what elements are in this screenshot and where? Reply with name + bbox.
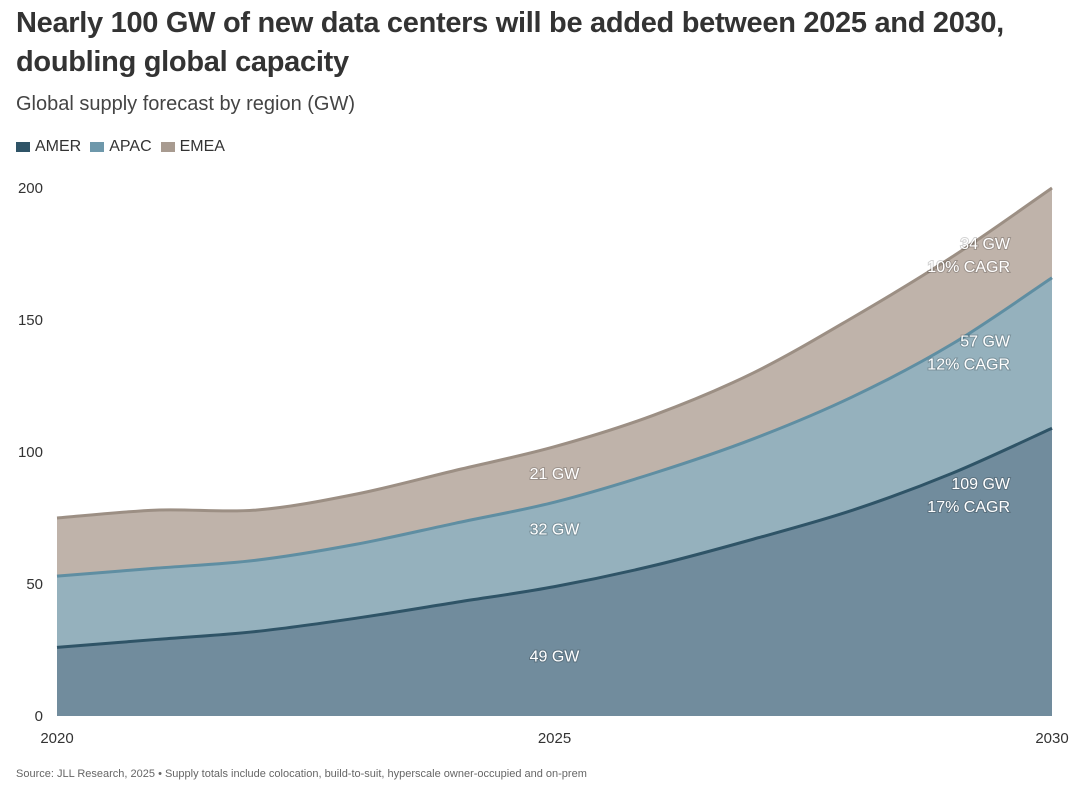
y-tick-label: 50 (26, 576, 43, 593)
legend-item-emea: EMEA (160, 138, 225, 156)
data-label: 34 GW (960, 236, 1011, 253)
line-emea (56, 186, 1053, 520)
line-amer (56, 426, 1053, 649)
x-tick-label: 2020 (40, 730, 73, 747)
legend-item-amer: AMER (16, 138, 81, 156)
chart-subtitle: Global supply forecast by region (GW) (16, 93, 356, 115)
legend-label-amer: AMER (35, 138, 82, 155)
data-label: 32 GW (530, 522, 581, 539)
data-label: 10% CAGR (927, 259, 1010, 276)
area-emea (57, 188, 1052, 577)
legend: AMER APAC EMEA (16, 138, 234, 156)
y-tick-label: 150 (18, 312, 43, 329)
area-amer (57, 428, 1052, 716)
data-label: 12% CAGR (927, 357, 1010, 374)
y-tick-label: 100 (18, 444, 43, 461)
data-label: 49 GW (530, 648, 581, 665)
data-label: 109 GW (951, 476, 1011, 493)
chart-title: Nearly 100 GW of new data centers will b… (16, 7, 1004, 78)
area-chart: 0 50 100 150 200 2020 2025 2030 49 GW 32 GW 21 GW 1… (18, 180, 1069, 747)
area-apac (57, 277, 1052, 648)
legend-label-emea: EMEA (179, 138, 225, 155)
legend-label-apac: APAC (109, 138, 152, 155)
data-label: 17% CAGR (927, 499, 1010, 516)
legend-swatch-apac (90, 142, 105, 152)
y-tick-label: 200 (18, 180, 43, 197)
legend-item-apac: APAC (90, 138, 152, 156)
data-label: 21 GW (530, 466, 581, 483)
legend-swatch-emea (160, 142, 175, 152)
legend-swatch-amer (16, 142, 30, 152)
x-tick-label: 2030 (1035, 730, 1068, 747)
data-label: 57 GW (960, 334, 1011, 351)
source-note: Source: JLL Research, 2025 • Supply tota… (16, 768, 587, 780)
x-tick-label: 2025 (538, 730, 571, 747)
line-apac (56, 276, 1053, 578)
y-tick-label: 0 (35, 708, 43, 725)
